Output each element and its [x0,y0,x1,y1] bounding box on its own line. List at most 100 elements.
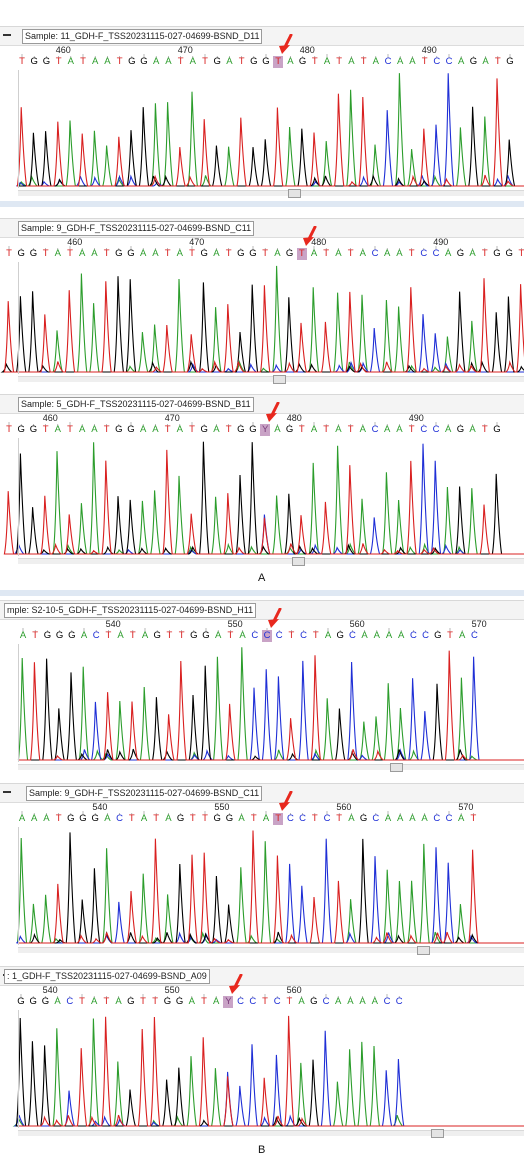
base-call[interactable]: A [140,813,148,824]
base-call[interactable]: A [54,996,61,1007]
base-call[interactable]: T [347,424,354,435]
base-call[interactable]: C [237,996,245,1007]
base-call[interactable]: A [31,813,38,824]
base-call[interactable]: A [409,56,416,67]
base-call[interactable]: T [518,248,524,259]
base-call[interactable]: A [398,630,405,641]
base-call[interactable]: T [6,248,12,259]
base-call[interactable]: A [347,996,354,1007]
scroll-thumb[interactable] [273,375,286,384]
base-call[interactable]: A [384,813,392,824]
horizontal-scrollbar[interactable] [18,189,524,198]
base-call[interactable]: T [312,630,319,641]
base-call[interactable]: C [420,424,428,435]
base-call[interactable]: G [176,813,185,824]
scroll-thumb[interactable] [292,557,305,566]
base-call[interactable]: A [359,996,366,1007]
base-call[interactable]: A [165,813,172,824]
base-call[interactable]: A [372,56,379,67]
base-call[interactable]: A [165,56,172,67]
base-call[interactable]: T [262,248,269,259]
base-call[interactable]: A [469,424,476,435]
base-call[interactable]: C [445,813,453,824]
base-call[interactable]: G [153,630,161,641]
base-call[interactable]: C [273,996,281,1007]
base-call[interactable]: A [80,630,88,641]
base-call[interactable]: C [395,996,403,1007]
base-call[interactable]: A [176,424,183,435]
base-call[interactable]: T [103,424,110,435]
base-call[interactable]: G [285,248,294,259]
base-call[interactable]: C [300,630,308,641]
base-call[interactable]: C [66,996,74,1007]
highlighted-base-call[interactable]: C [262,630,272,642]
base-call[interactable]: A [385,630,393,641]
base-call[interactable]: A [335,248,342,259]
base-call[interactable]: T [447,630,453,641]
base-call[interactable]: T [421,56,428,67]
scroll-thumb[interactable] [431,1129,444,1138]
base-call[interactable]: A [152,248,159,259]
base-call[interactable]: G [469,56,478,67]
highlighted-base-call[interactable]: T [273,56,284,68]
base-call[interactable]: A [396,248,403,259]
base-call[interactable]: C [372,813,380,824]
base-call[interactable]: C [420,248,428,259]
base-call[interactable]: A [359,248,366,259]
base-call[interactable]: T [19,56,25,67]
base-call[interactable]: T [152,996,159,1007]
base-call[interactable]: A [335,996,342,1007]
base-call[interactable]: G [249,424,257,435]
base-call[interactable]: T [189,248,195,259]
base-call[interactable]: C [92,630,100,641]
base-call[interactable]: G [190,630,198,641]
base-call[interactable]: T [116,56,123,67]
base-call[interactable]: G [175,996,184,1007]
base-call[interactable]: T [347,248,354,259]
base-call[interactable]: A [176,248,183,259]
base-call[interactable]: T [32,630,39,641]
base-call[interactable]: G [67,813,75,824]
base-call[interactable]: G [456,248,465,259]
base-call[interactable]: A [324,630,332,641]
scroll-thumb[interactable] [288,189,301,198]
base-call[interactable]: A [469,248,476,259]
base-call[interactable]: T [481,248,488,259]
base-call[interactable]: A [397,813,404,824]
base-call[interactable]: G [29,248,38,259]
base-call[interactable]: A [91,424,98,435]
base-call[interactable]: C [432,424,440,435]
base-call[interactable]: G [250,56,258,67]
base-call[interactable]: G [68,630,76,641]
base-call[interactable]: A [54,248,61,259]
base-call[interactable]: T [360,56,367,67]
base-call[interactable]: T [298,424,305,435]
base-call[interactable]: T [80,56,86,67]
base-call[interactable]: A [459,630,466,641]
base-call[interactable]: G [17,996,25,1007]
base-call[interactable]: G [41,996,50,1007]
base-call[interactable]: G [493,424,501,435]
base-call[interactable]: A [445,424,452,435]
base-call[interactable]: A [238,813,245,824]
base-call[interactable]: A [348,813,355,824]
base-call[interactable]: A [421,813,428,824]
base-call[interactable]: G [506,56,514,67]
base-call[interactable]: A [79,248,86,259]
base-call[interactable]: G [310,996,318,1007]
base-call[interactable]: A [310,424,318,435]
base-call[interactable]: A [117,630,124,641]
base-call[interactable]: T [164,424,171,435]
base-call[interactable]: C [251,630,259,641]
highlighted-base-call[interactable]: T [273,813,284,825]
horizontal-scrollbar[interactable] [18,557,524,566]
base-call[interactable]: T [153,813,160,824]
collapse-marker-icon[interactable] [3,34,11,36]
base-call[interactable]: C [433,56,441,67]
base-call[interactable]: A [104,813,111,824]
base-call[interactable]: T [140,996,146,1007]
base-call[interactable]: A [371,996,378,1007]
base-call[interactable]: A [361,630,368,641]
base-call[interactable]: T [323,424,330,435]
base-call[interactable]: G [505,248,513,259]
